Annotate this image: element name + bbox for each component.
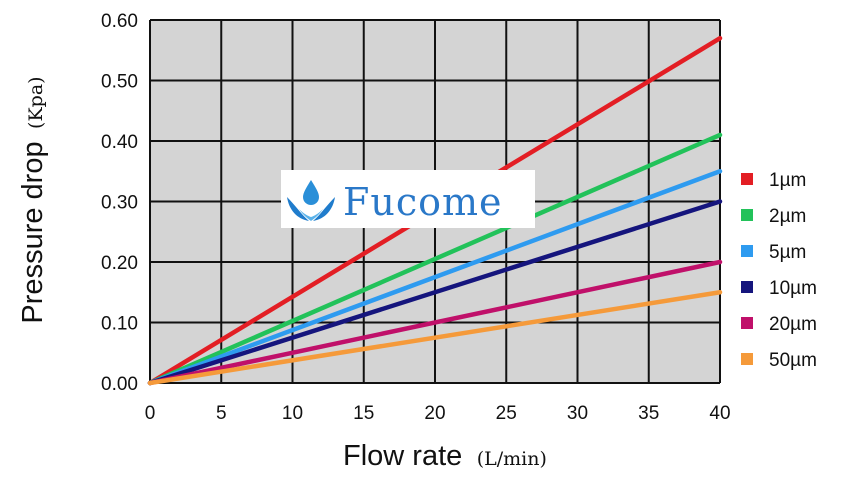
y-tick-label: 0.20 [101,253,138,274]
legend-label: 2µm [769,206,806,227]
y-tick-label: 0.40 [101,132,138,153]
x-tick-label: 0 [145,403,156,424]
x-axis-unit: (L/min) [477,448,547,470]
x-axis-label: Flow rate [343,440,462,472]
y-tick-label: 0.60 [101,11,138,32]
legend-swatch [741,281,753,293]
y-tick-label: 0.50 [101,72,138,93]
y-axis-unit: (Kpa) [25,76,47,129]
x-tick-label: 10 [282,403,303,424]
series-line [147,259,723,386]
watermark-background [281,170,535,228]
legend-label: 1µm [769,170,806,191]
watermark: Fucome [281,170,535,228]
legend-label: 20µm [769,314,817,335]
x-tick-labels: 0 5 10 15 20 25 30 35 40 [145,403,731,424]
y-tick-label: 0.10 [101,314,138,335]
legend-swatch [741,353,753,365]
y-axis-label: Pressure drop [17,141,49,323]
legend-label: 10µm [769,278,817,299]
series-lines [147,35,723,386]
series-line [147,290,723,386]
legend: 1µm 2µm 5µm 10µm 20µm 50µm [741,170,817,371]
legend-swatch [741,317,753,329]
x-tick-label: 30 [567,403,588,424]
legend-swatch [741,173,753,185]
x-tick-label: 5 [216,403,227,424]
y-axis-title: Pressure drop (Kpa) [17,76,49,323]
x-tick-label: 35 [638,403,659,424]
y-tick-label: 0.30 [101,193,138,214]
x-tick-label: 40 [709,403,730,424]
legend-swatch [741,209,753,221]
x-axis-title: Flow rate (L/min) [343,440,547,472]
series-line [147,132,723,386]
y-tick-label: 0.00 [101,374,138,395]
x-tick-label: 20 [424,403,445,424]
series-line [147,199,723,386]
y-tick-labels: 0.00 0.10 0.20 0.30 0.40 0.50 0.60 [101,11,138,395]
x-tick-label: 25 [496,403,517,424]
x-tick-label: 15 [353,403,374,424]
legend-swatch [741,245,753,257]
legend-label: 5µm [769,242,806,263]
legend-label: 50µm [769,350,817,371]
series-line [147,169,723,386]
watermark-text: Fucome [343,180,503,224]
water-drop-leaf-icon [287,180,335,221]
